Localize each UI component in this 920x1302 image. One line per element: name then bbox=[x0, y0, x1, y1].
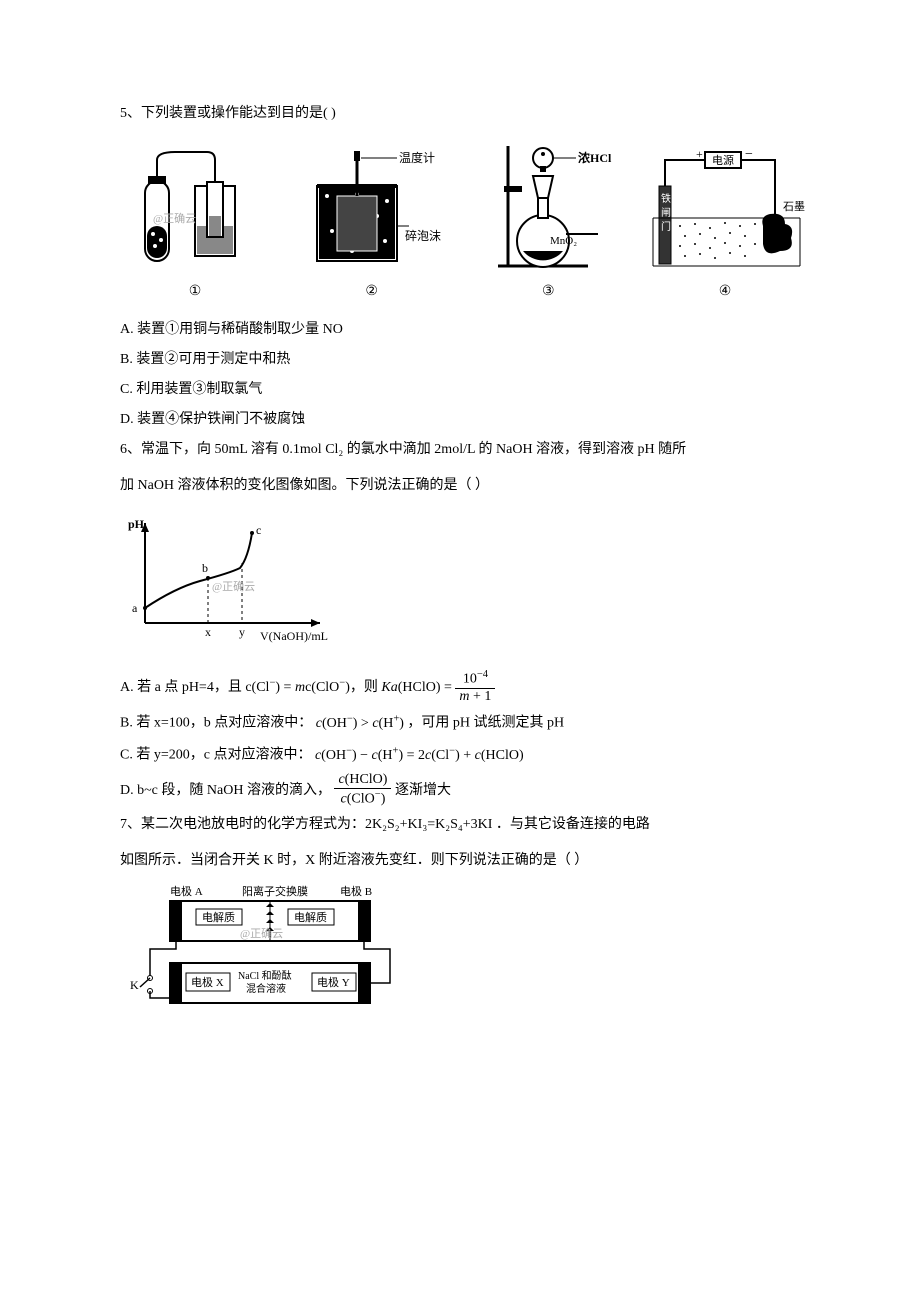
pt-y: y bbox=[239, 625, 245, 639]
optA-eq1: c(Cl−) = mc(ClO−) bbox=[245, 680, 350, 695]
q7-stem-1: 7、某二次电池放电时的化学方程式为：2K₂S₂+KI₃=K₂S₄+3KI ．与其… bbox=[120, 811, 800, 839]
optD-pre: D. b~c 段，随 NaOH 溶液的滴入， bbox=[120, 782, 331, 797]
graphite-label: 石墨 bbox=[783, 200, 805, 213]
q7-stem-2: 如图所示．当闭合开关 K 时，X 附近溶液先变红．则下列说法正确的是（ ） bbox=[120, 847, 800, 875]
switch-k: K bbox=[130, 978, 139, 992]
q6-opt-a: A. 若 a 点 pH=4，且 c(Cl−) = mc(ClO−)，则 Ka(H… bbox=[120, 669, 800, 706]
xlabel: V(NaOH)/mL bbox=[260, 629, 328, 643]
eX-label: 电极 X bbox=[191, 975, 224, 989]
power-label: 电源 bbox=[712, 153, 734, 167]
q5-opt-d: D. 装置④保护铁闸门不被腐蚀 bbox=[120, 406, 800, 434]
q7-diagram: 电极 A 阳离子交换膜 电极 B 电解质 电解质 @正确云 K 电极 X 电极 … bbox=[120, 883, 800, 1034]
optA-mid: ，则 bbox=[350, 680, 382, 695]
fig1-num: ① bbox=[120, 278, 270, 306]
pt-x: x bbox=[205, 625, 211, 639]
optD-frac: c(HClO) c(ClO−) bbox=[334, 772, 391, 809]
q5-fig-4: 电源 + − 铁 闸 门 石墨 bbox=[650, 146, 800, 276]
q6-stem-1: 6、常温下，向 50mL 溶有 0.1mol Cl₂ 的氯水中滴加 2mol/L… bbox=[120, 436, 800, 464]
optA-frac: 10−4 m + 1 bbox=[455, 669, 495, 706]
foam-label: 碎泡沫 bbox=[405, 228, 441, 243]
optD-post: 逐渐增大 bbox=[395, 782, 451, 797]
fig4-num: ④ bbox=[650, 278, 800, 306]
optB-eq: c(OH−) > c(H+) bbox=[316, 716, 404, 731]
q5-fig-1: @正确云 bbox=[120, 146, 270, 276]
optA-pre: A. 若 a 点 pH=4，且 bbox=[120, 680, 245, 695]
thermometer-label: 温度计 bbox=[399, 150, 435, 165]
svg-text:+: + bbox=[696, 147, 703, 161]
watermark-icon: @正确云 bbox=[240, 927, 283, 940]
q5-stem: 5、下列装置或操作能达到目的是( ) bbox=[120, 100, 800, 128]
eA-label: 电极 A bbox=[170, 884, 203, 898]
q5-fig-labels: ① ② ③ ④ bbox=[120, 278, 800, 306]
mix-label-1: NaCl 和酚酞 bbox=[238, 969, 292, 982]
optC-eq: c(OH−) − c(H+) = 2c(Cl−) + c(HClO) bbox=[315, 748, 524, 763]
eB-label: 电极 B bbox=[340, 884, 372, 898]
q5-opt-a: A. 装置①用铜与稀硝酸制取少量 NO bbox=[120, 316, 800, 344]
q6-opt-d: D. b~c 段，随 NaOH 溶液的滴入， c(HClO) c(ClO−) 逐… bbox=[120, 772, 800, 809]
fig2-num: ② bbox=[297, 278, 447, 306]
pt-c: c bbox=[256, 523, 261, 537]
optB-post: ，可用 pH 试纸测定其 pH bbox=[407, 716, 564, 731]
q5-opt-c: C. 利用装置③制取氯气 bbox=[120, 376, 800, 404]
optA-ka: Ka(HClO) = bbox=[381, 680, 455, 695]
svg-text:闸: 闸 bbox=[661, 206, 671, 219]
optB-pre: B. 若 x=100，b 点对应溶液中： bbox=[120, 716, 312, 731]
pt-b: b bbox=[202, 561, 208, 575]
q5-fig-2: 温度计 碎泡沫 bbox=[297, 146, 447, 276]
q6-opt-b: B. 若 x=100，b 点对应溶液中： c(OH−) > c(H+) ，可用 … bbox=[120, 708, 800, 738]
q6-graph: pH V(NaOH)/mL a b c x y @正确云 bbox=[120, 508, 800, 659]
q5-fig-3: MnO₂ 浓HCl bbox=[473, 136, 623, 276]
eY-label: 电极 Y bbox=[317, 975, 350, 989]
mno2-label: MnO₂ bbox=[550, 235, 577, 247]
q6-opt-c: C. 若 y=200，c 点对应溶液中： c(OH−) − c(H+) = 2c… bbox=[120, 740, 800, 770]
watermark-icon: @正确云 bbox=[212, 580, 255, 593]
q5-figure-row: @正确云 温度计 碎泡沫 MnO₂ bbox=[120, 136, 800, 276]
elyte-left: 电解质 bbox=[202, 910, 235, 924]
q6-stem-2: 加 NaOH 溶液体积的变化图像如图。下列说法正确的是（ ） bbox=[120, 472, 800, 500]
elyte-right: 电解质 bbox=[294, 910, 327, 924]
optC-pre: C. 若 y=200，c 点对应溶液中： bbox=[120, 748, 311, 763]
membrane-label: 阳离子交换膜 bbox=[242, 884, 308, 898]
ylabel: pH bbox=[128, 517, 145, 531]
hcl-label: 浓HCl bbox=[578, 150, 612, 165]
pt-a: a bbox=[132, 601, 138, 615]
iron-label-1: 铁 bbox=[661, 192, 671, 205]
q5-opt-b: B. 装置②可用于测定中和热 bbox=[120, 346, 800, 374]
svg-text:门: 门 bbox=[661, 220, 671, 233]
watermark-icon: @正确云 bbox=[153, 212, 196, 225]
fig3-num: ③ bbox=[473, 278, 623, 306]
mix-label-2: 混合溶液 bbox=[246, 982, 286, 995]
